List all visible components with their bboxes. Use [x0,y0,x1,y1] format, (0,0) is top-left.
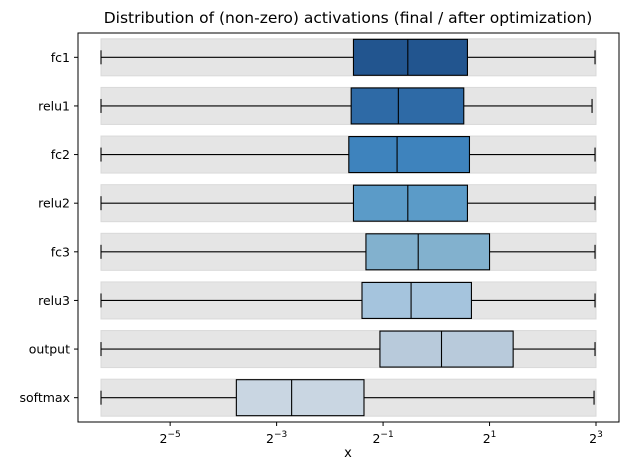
x-tick-label-0: 2−5 [160,430,181,446]
iqr-box-fc1 [352,38,468,76]
box-fc2 [100,136,596,174]
box-output [100,330,596,368]
y-tick-label-fc3: fc3 [51,244,70,259]
iqr-box-fc2 [348,136,471,174]
y-tick-label-relu2: relu2 [38,196,70,211]
x-tick-label-1: 2−3 [266,430,287,446]
iqr-box-relu3 [361,281,472,319]
background-bands [100,38,597,417]
y-tick-label-relu1: relu1 [38,98,70,113]
x-tick-base: 2 [266,431,274,446]
chart-title: Distribution of (non-zero) activations (… [104,9,593,27]
y-tick-label-fc1: fc1 [51,50,70,65]
y-tick-label-output: output [29,342,70,357]
x-tick-base: 2 [589,431,597,446]
y-tick-label-relu3: relu3 [38,293,70,308]
x-axis-label: x [344,446,352,461]
box-softmax [100,379,595,417]
x-tick-base: 2 [372,431,380,446]
iqr-box-relu1 [350,87,465,125]
x-tick-exponent: −1 [380,430,393,440]
box-relu2 [100,184,596,222]
x-tick-label-4: 23 [589,430,603,446]
x-tick-exponent: 1 [491,430,497,440]
box-plots [100,38,596,417]
plot-frame [77,32,620,423]
x-tick-base: 2 [483,431,491,446]
box-fc1 [100,38,596,76]
iqr-box-relu2 [352,184,468,222]
x-tick-exponent: 3 [597,430,603,440]
x-tick-label-2: 2−1 [372,430,393,446]
box-relu3 [100,281,596,319]
x-tick-exponent: −3 [274,430,287,440]
box-relu1 [100,87,593,125]
x-tick-base: 2 [160,431,168,446]
x-tick-label-3: 21 [483,430,497,446]
iqr-box-softmax [235,379,365,417]
box-fc3 [100,233,596,271]
y-tick-label-fc2: fc2 [51,147,70,162]
iqr-box-output [379,330,514,368]
x-axis: 2−5 2−3 2−1 21 23 [160,422,603,446]
y-tick-label-softmax: softmax [20,390,70,405]
x-tick-exponent: −5 [167,430,180,440]
y-axis: fc1 relu1 fc2 relu2 fc3 relu3 output softmax [20,50,78,405]
iqr-box-fc3 [365,233,491,271]
